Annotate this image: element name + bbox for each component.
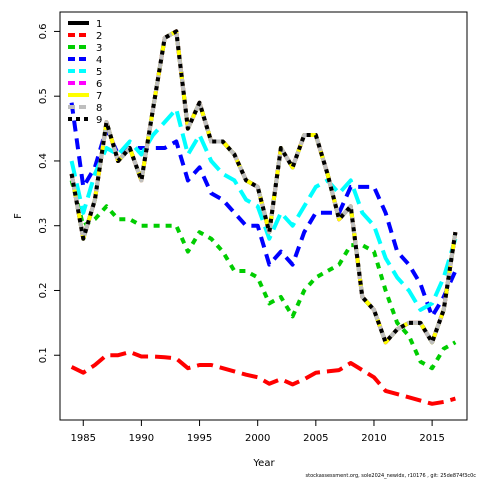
- footer-note: stockassessment.org, sole2024_newidx, r1…: [306, 473, 477, 479]
- x-tick-label: 2015: [419, 433, 444, 444]
- y-tick-label: 0.5: [38, 88, 49, 104]
- series-2-line: [70, 350, 456, 406]
- x-axis: 1985 1990 1995 2000 2005 2010 2015: [71, 419, 445, 444]
- series-5-line: [69, 107, 458, 312]
- legend-label-1: 1: [96, 19, 102, 30]
- legend-label-2: 2: [96, 31, 102, 42]
- legend-label-5: 5: [96, 67, 102, 78]
- y-tick-label: 0.4: [38, 153, 49, 169]
- legend-label-4: 4: [96, 55, 102, 66]
- x-tick-label: 2005: [303, 433, 328, 444]
- series-layer: [69, 29, 458, 406]
- y-axis-title: F: [13, 213, 24, 219]
- y-tick-label: 0.1: [38, 347, 49, 363]
- y-tick-label: 0.3: [38, 218, 49, 234]
- series-1-line: [69, 29, 458, 345]
- series-8-line: [69, 29, 458, 345]
- series-7-line: [69, 29, 458, 345]
- legend-label-9: 9: [96, 115, 102, 126]
- series-3-line: [69, 179, 457, 371]
- legend-label-3: 3: [96, 43, 102, 54]
- x-tick-label: 2010: [361, 433, 386, 444]
- x-tick-label: 1995: [187, 433, 212, 444]
- legend-label-6: 6: [96, 79, 102, 90]
- x-tick-label: 1990: [129, 433, 154, 444]
- legend-label-7: 7: [96, 91, 102, 102]
- x-tick-label: 2000: [245, 433, 270, 444]
- series-4-line: [69, 102, 458, 319]
- legend-label-8: 8: [96, 103, 102, 114]
- y-tick-label: 0.2: [38, 283, 49, 299]
- series-6-line: [69, 29, 458, 345]
- series-9-line: [69, 29, 458, 345]
- x-tick-label: 1985: [71, 433, 96, 444]
- x-axis-title: Year: [252, 458, 275, 469]
- y-tick-label: 0.6: [38, 23, 49, 39]
- y-axis: 0.1 0.2 0.3 0.4 0.5 0.6: [38, 23, 61, 363]
